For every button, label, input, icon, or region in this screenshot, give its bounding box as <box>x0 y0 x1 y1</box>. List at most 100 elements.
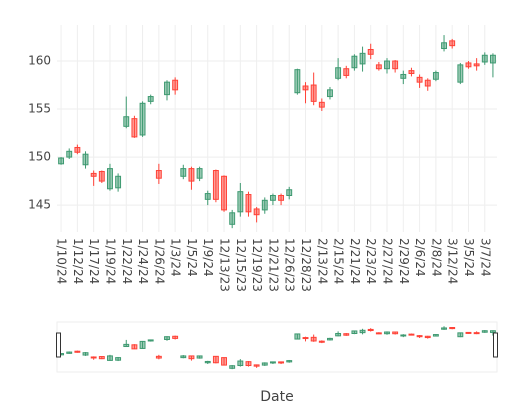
candle-body <box>107 168 113 190</box>
candle-body <box>408 70 415 75</box>
candle-body <box>457 332 464 338</box>
candle-body <box>269 194 276 201</box>
candle-body <box>98 356 105 360</box>
candle <box>221 175 227 212</box>
candle-body <box>147 96 154 102</box>
candle-body <box>408 333 415 336</box>
slider-candle <box>343 333 350 336</box>
candle-body <box>473 63 480 67</box>
candle-body <box>90 172 97 177</box>
slider-candle <box>237 359 244 367</box>
candle-body <box>188 168 195 182</box>
candle <box>212 169 219 203</box>
candle-body <box>351 55 358 69</box>
candle-body <box>375 64 382 70</box>
slider-candle <box>139 340 146 349</box>
candle-body <box>343 333 350 336</box>
candle-body <box>204 360 211 364</box>
candle-body <box>351 330 358 334</box>
slider-candle <box>147 339 154 342</box>
slider-handle-left[interactable] <box>56 332 61 358</box>
candle-body <box>147 339 154 342</box>
slider-candle <box>400 334 407 338</box>
slider-candle <box>98 356 105 360</box>
candle <box>310 72 317 106</box>
slider-candle <box>473 331 480 335</box>
candle-body <box>139 340 146 349</box>
slider-candle <box>82 352 89 356</box>
slider-candle <box>115 356 122 362</box>
candle-body <box>269 361 276 364</box>
slider-candle <box>131 344 138 350</box>
candle <box>278 193 285 206</box>
candle-body <box>367 328 374 332</box>
candle <box>286 186 293 200</box>
candle-body <box>465 62 472 68</box>
slider-candle <box>424 335 431 339</box>
slider-candle <box>302 336 309 342</box>
slider-candle <box>318 340 325 344</box>
x-tick-label: 2/6/24 <box>413 238 427 277</box>
slider-candle <box>351 330 358 335</box>
x-tick-label: 12/15/23 <box>234 238 248 292</box>
candle <box>261 197 268 214</box>
slider-candle <box>180 355 187 359</box>
slider-candle <box>286 359 293 363</box>
slider-handle-right[interactable] <box>493 332 498 358</box>
candle-body <box>172 79 179 91</box>
slider-candle <box>221 357 227 366</box>
candle-body <box>400 334 407 337</box>
slider-candle <box>204 360 211 365</box>
candle-body <box>155 355 162 359</box>
x-tick-label: 12/19/23 <box>250 238 264 292</box>
slider-candle <box>278 361 285 365</box>
slider-candle <box>384 331 390 335</box>
candle-body <box>278 361 285 364</box>
candle-body <box>384 60 390 70</box>
candle <box>441 35 447 52</box>
candle <box>449 38 456 49</box>
candle-body <box>237 191 244 213</box>
candle-body <box>261 199 268 211</box>
candle <box>66 148 73 159</box>
candle-body <box>253 364 260 367</box>
x-tick-label: 12/13/23 <box>218 238 232 292</box>
x-tick-label: 1/5/24 <box>185 238 199 277</box>
candle-body <box>457 64 464 83</box>
candle <box>269 193 276 206</box>
slider-candle <box>416 334 423 338</box>
candle <box>432 70 439 82</box>
candle <box>229 209 236 229</box>
slider-candle <box>123 339 130 348</box>
candle-body <box>424 79 431 87</box>
candle <box>58 157 65 165</box>
slider-candle <box>245 361 252 367</box>
x-tick-label: 2/21/24 <box>348 238 362 284</box>
candle <box>359 46 366 72</box>
candle-body <box>359 329 366 334</box>
candle-body <box>66 351 73 354</box>
x-tick-label: 2/27/24 <box>381 238 395 284</box>
candle <box>465 61 472 69</box>
candle-body <box>432 334 439 337</box>
candle-body <box>123 343 130 348</box>
candle-body <box>172 335 179 339</box>
candle-body <box>367 48 374 55</box>
candle <box>82 151 89 169</box>
slider-candle <box>335 331 342 337</box>
candle-body <box>196 355 203 359</box>
x-tick-label: 1/19/24 <box>103 238 117 284</box>
candle <box>351 54 358 71</box>
candle <box>123 96 130 129</box>
x-tick-label: 3/12/24 <box>446 238 460 284</box>
slider-candle <box>107 354 113 361</box>
candle <box>375 61 382 71</box>
slider-candle <box>408 333 415 336</box>
slider-candle <box>392 331 399 335</box>
candle <box>473 58 480 71</box>
candle-body <box>90 356 97 359</box>
candle-body <box>318 101 325 108</box>
candle <box>245 191 252 217</box>
candle <box>115 173 122 192</box>
y-tick-label: 155 <box>28 102 51 116</box>
